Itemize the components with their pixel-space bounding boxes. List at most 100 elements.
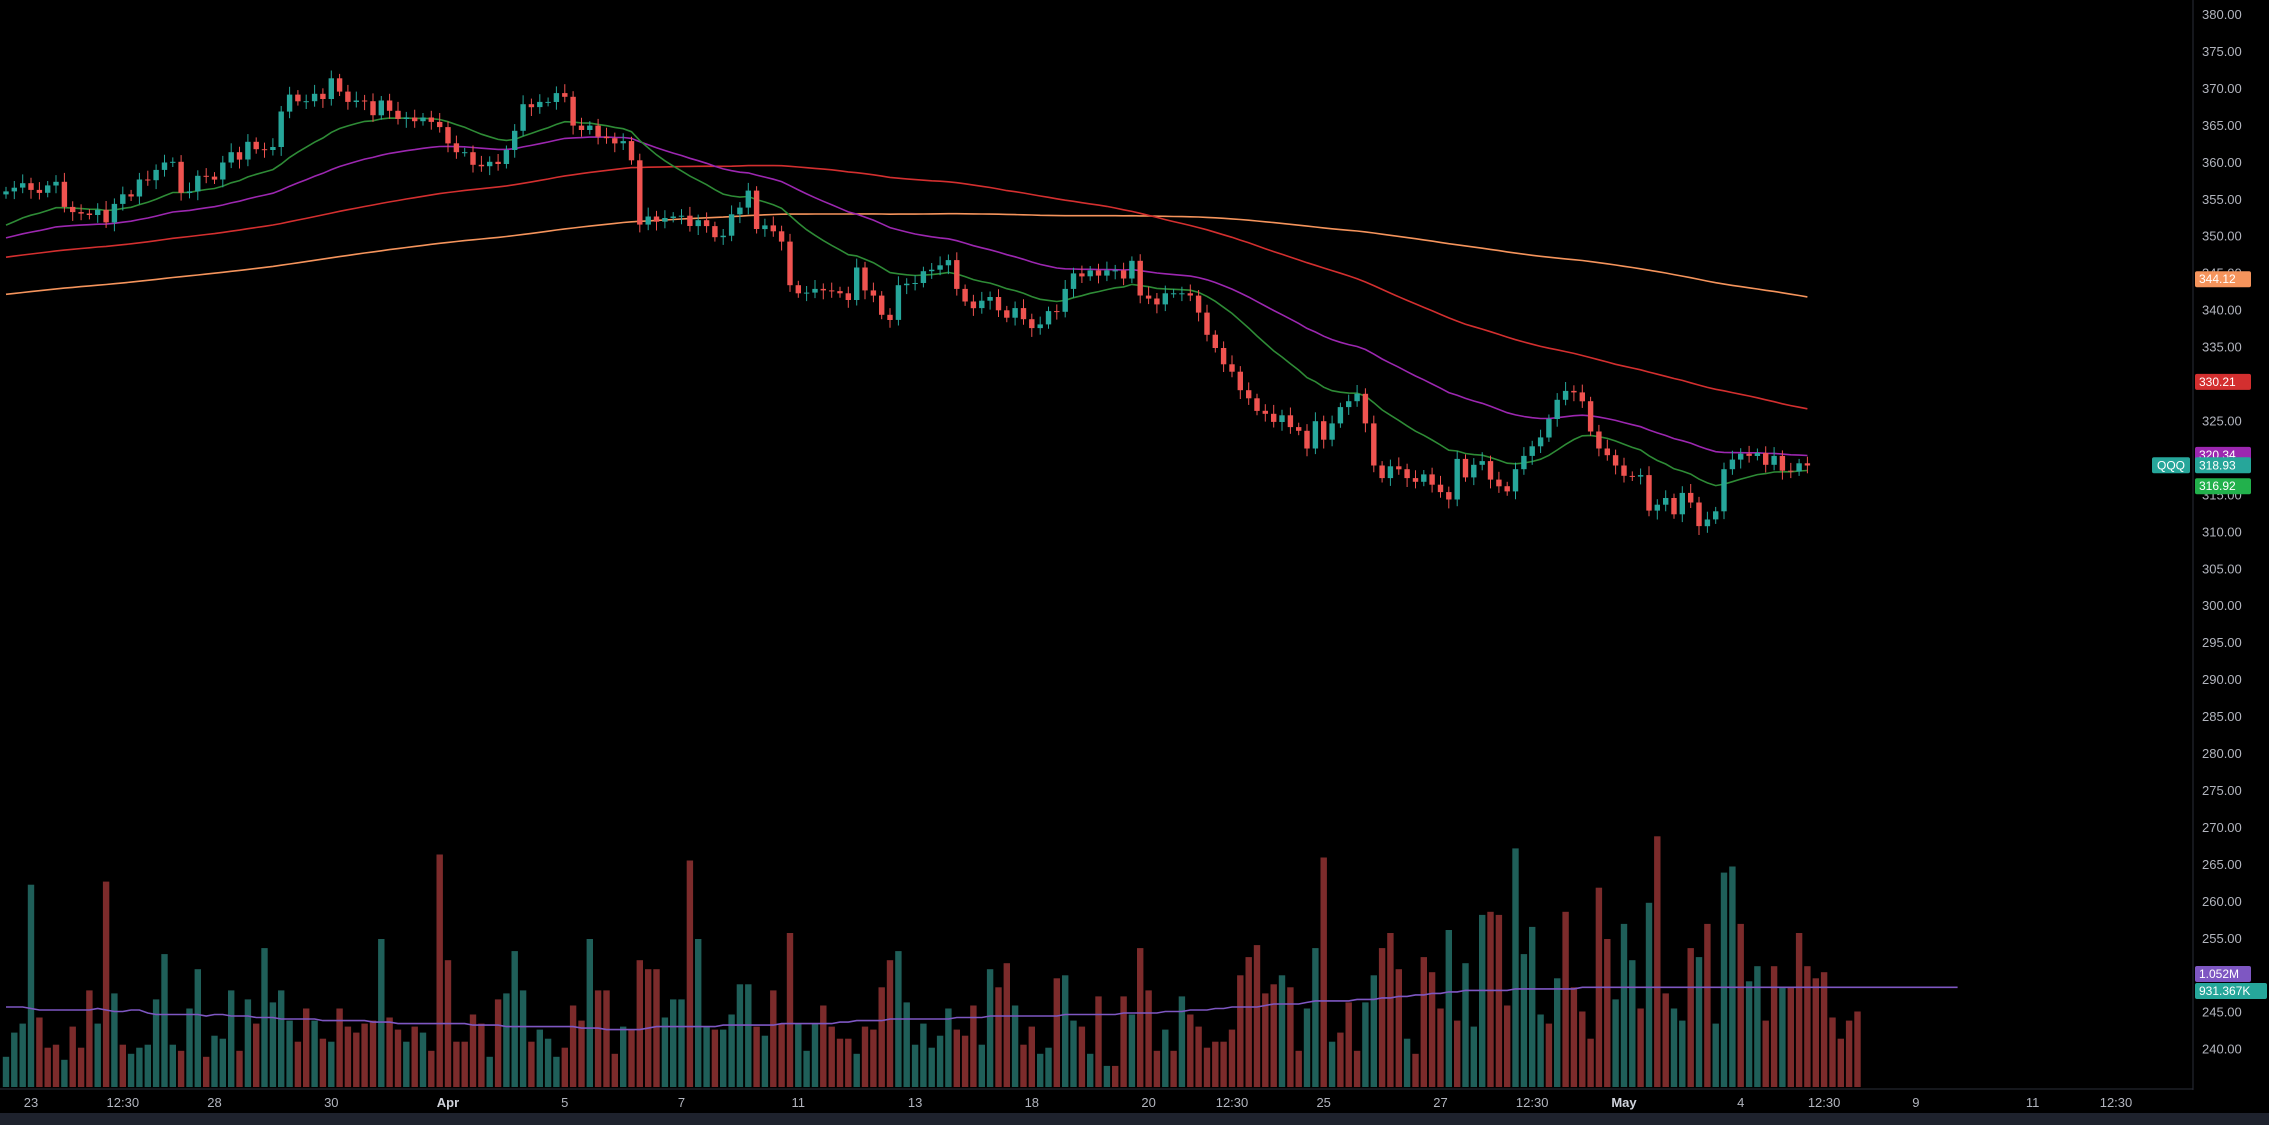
candle-up bbox=[45, 185, 51, 193]
volume-bar bbox=[1654, 836, 1661, 1087]
volume-bar bbox=[177, 1050, 185, 1087]
volume-bar bbox=[378, 939, 385, 1087]
candle-down bbox=[1621, 465, 1627, 476]
candle-up bbox=[979, 300, 985, 309]
price-tick-label: 355.00 bbox=[2202, 192, 2242, 207]
candle-down bbox=[453, 143, 460, 153]
volume-bar bbox=[219, 1038, 226, 1087]
candle-up bbox=[1387, 466, 1394, 479]
candle-down bbox=[1145, 295, 1152, 299]
volume-bar bbox=[253, 1023, 260, 1087]
candle-up bbox=[1654, 504, 1660, 511]
volume-bar bbox=[1178, 996, 1186, 1087]
volume-bar bbox=[453, 1041, 460, 1087]
candle-up bbox=[487, 161, 493, 167]
svg-text:931.367K: 931.367K bbox=[2199, 984, 2250, 998]
candle-up bbox=[1562, 390, 1569, 400]
candle-down bbox=[178, 161, 184, 193]
volume-bar bbox=[603, 990, 610, 1087]
volume-bar bbox=[1570, 987, 1578, 1087]
volume-bar bbox=[1545, 1023, 1553, 1087]
volume-bar bbox=[945, 1008, 952, 1087]
volume-bar bbox=[886, 960, 894, 1087]
volume-bar bbox=[1095, 996, 1102, 1087]
price-axis[interactable]: 380.00 375.00 370.00 365.00 360.00 355.00 350.… bbox=[2202, 7, 2242, 1057]
price-tick-label: 265.00 bbox=[2202, 857, 2242, 872]
price-tick-label: 270.00 bbox=[2202, 820, 2242, 835]
volume-bar bbox=[1287, 987, 1294, 1087]
time-tick-label: 30 bbox=[324, 1095, 338, 1110]
price-tick-label: 260.00 bbox=[2202, 894, 2242, 909]
volume-bar bbox=[1103, 1065, 1111, 1087]
volume-bar bbox=[1620, 923, 1628, 1087]
candle-up bbox=[153, 169, 159, 181]
volume-bar bbox=[27, 884, 35, 1087]
volume-bar bbox=[1845, 1020, 1853, 1087]
candle-up bbox=[1546, 419, 1552, 438]
volume-bar bbox=[503, 993, 510, 1087]
candle-down bbox=[712, 226, 718, 238]
volume-bar bbox=[1345, 1002, 1352, 1087]
candle-down bbox=[570, 96, 576, 126]
time-tick-label: 11 bbox=[792, 1095, 806, 1110]
volume-bar bbox=[528, 1041, 535, 1087]
candle-down bbox=[211, 176, 218, 180]
volume-bar bbox=[102, 881, 110, 1087]
candle-down bbox=[653, 216, 660, 222]
volume-bar bbox=[1153, 1050, 1161, 1087]
volume-bar bbox=[736, 984, 744, 1087]
candle-up bbox=[286, 94, 293, 112]
volume-bar bbox=[94, 1023, 101, 1087]
candle-up bbox=[95, 209, 101, 215]
ma-orange-line bbox=[5, 212, 1808, 298]
price-tick-label: 245.00 bbox=[2202, 1005, 2242, 1020]
candle-down bbox=[1020, 308, 1027, 320]
candle-down bbox=[1029, 319, 1035, 329]
volume-bar bbox=[845, 1038, 852, 1087]
candle-up bbox=[1454, 458, 1460, 500]
candle-up bbox=[503, 150, 510, 164]
candle-down bbox=[428, 117, 434, 122]
candle-down bbox=[1120, 270, 1127, 279]
candle-up bbox=[895, 285, 902, 320]
volume-bar bbox=[1278, 975, 1286, 1087]
candle-down bbox=[1596, 431, 1602, 449]
candle-down bbox=[1137, 260, 1143, 296]
volume-bar bbox=[903, 1002, 910, 1087]
volume-bar bbox=[1812, 978, 1819, 1087]
time-axis[interactable]: 23 12:30 28 30 Apr 5 7 11 13 18 20 12:30 25 27 12:30 Ma… bbox=[24, 1095, 2133, 1110]
candle-down bbox=[628, 141, 635, 161]
candle-down bbox=[1504, 486, 1510, 492]
volume-bar bbox=[611, 1053, 618, 1087]
volume-bar bbox=[1837, 1038, 1844, 1087]
time-tick-label: 25 bbox=[1316, 1095, 1330, 1110]
volume-bar bbox=[44, 1047, 51, 1087]
volume-bar bbox=[711, 1029, 719, 1087]
volume-bar bbox=[1520, 954, 1528, 1087]
candle-down bbox=[1095, 270, 1102, 276]
ma-purple-line bbox=[5, 136, 1808, 457]
volume-bar bbox=[1437, 1008, 1444, 1087]
volume-bar bbox=[1253, 945, 1261, 1087]
volume-bar bbox=[1353, 1050, 1361, 1087]
volume-bar bbox=[152, 999, 160, 1087]
candle-up bbox=[1012, 308, 1018, 318]
candle-down bbox=[887, 314, 893, 320]
volume-bar bbox=[1011, 1005, 1019, 1087]
candle-down bbox=[1462, 458, 1469, 478]
volume-bar bbox=[478, 1023, 485, 1087]
candle-up bbox=[737, 207, 743, 215]
price-tick-label: 280.00 bbox=[2202, 746, 2242, 761]
volume-bar bbox=[461, 1041, 468, 1087]
candle-up bbox=[186, 191, 193, 193]
candle-down bbox=[336, 78, 343, 92]
volume-bar bbox=[745, 984, 752, 1087]
candle-down bbox=[603, 136, 610, 139]
badge-ma-green: 316.92 bbox=[2195, 478, 2251, 495]
price-tick-label: 290.00 bbox=[2202, 672, 2242, 687]
candle-up bbox=[537, 101, 543, 108]
volume-bar bbox=[853, 1053, 860, 1087]
volume-bar bbox=[1162, 1029, 1169, 1087]
volume-bar bbox=[211, 1035, 218, 1087]
